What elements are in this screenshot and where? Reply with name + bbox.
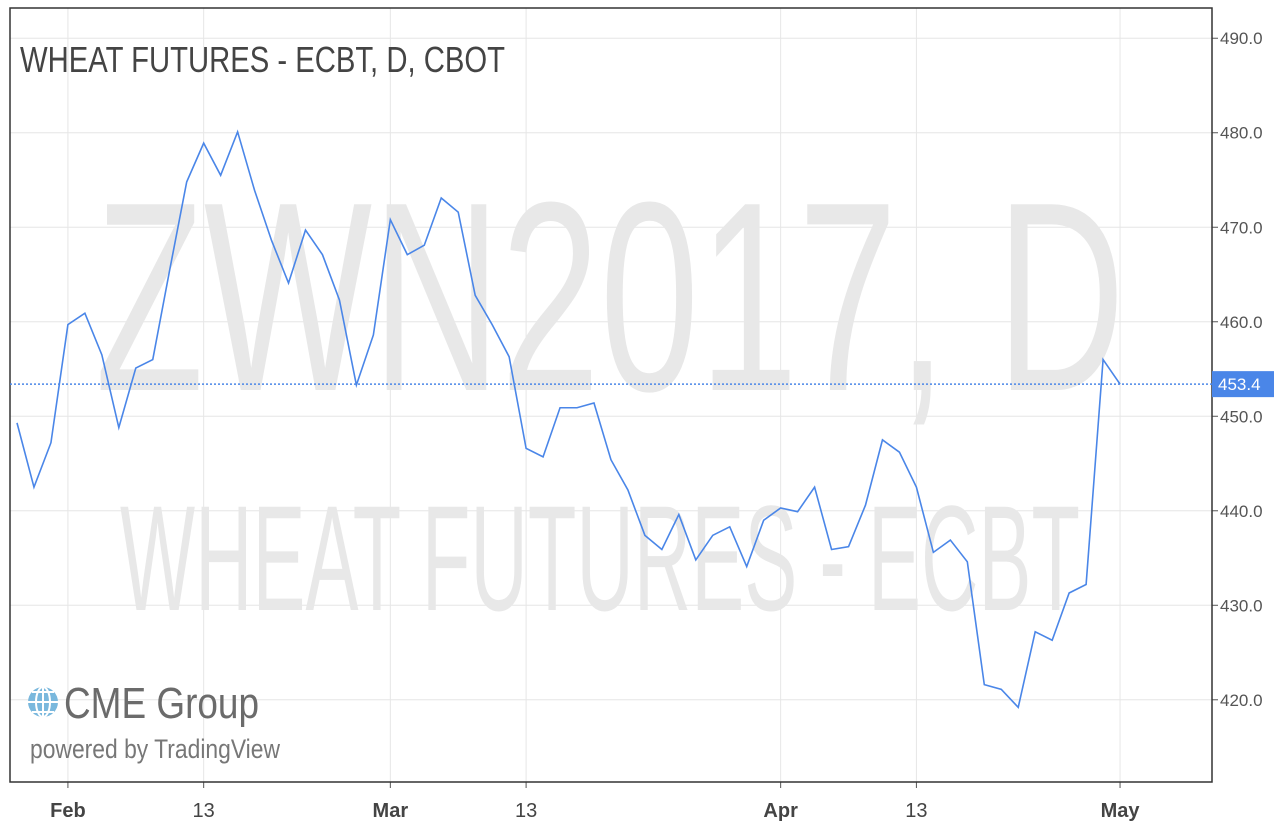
x-tick-label: 13 — [193, 800, 215, 822]
watermark: ZWN2017, D — [95, 147, 1125, 448]
background-layer — [10, 8, 1212, 782]
y-tick-label: 450.0 — [1220, 407, 1263, 426]
y-tick-label: 470.0 — [1220, 218, 1263, 237]
x-tick-label: 13 — [515, 800, 537, 822]
y-tick-label: 460.0 — [1220, 313, 1263, 332]
logo-text: CME Group — [64, 679, 259, 728]
x-tick-label: Feb — [50, 800, 86, 822]
last-price-label: 453.4 — [1218, 375, 1261, 394]
y-tick-label: 480.0 — [1220, 124, 1263, 143]
watermark-subtitle: WHEAT FUTURES - ECBT — [120, 474, 1080, 642]
price-line — [16, 129, 1121, 709]
x-tick-label: Mar — [373, 800, 409, 822]
last-price-box — [1212, 371, 1274, 398]
y-tick-label: 430.0 — [1220, 596, 1263, 615]
x-tick-label: 13 — [905, 800, 927, 822]
logo-note: powered by TradingView — [30, 734, 280, 764]
y-tick-label: 440.0 — [1220, 502, 1263, 521]
chart-title: WHEAT FUTURES - ECBT, D, CBOT — [20, 39, 505, 80]
x-tick-label: Apr — [763, 800, 798, 822]
x-tick-label: May — [1101, 800, 1141, 822]
logo-icon — [28, 686, 58, 718]
y-tick-label: 420.0 — [1220, 691, 1263, 710]
y-tick-label: 490.0 — [1220, 29, 1263, 48]
